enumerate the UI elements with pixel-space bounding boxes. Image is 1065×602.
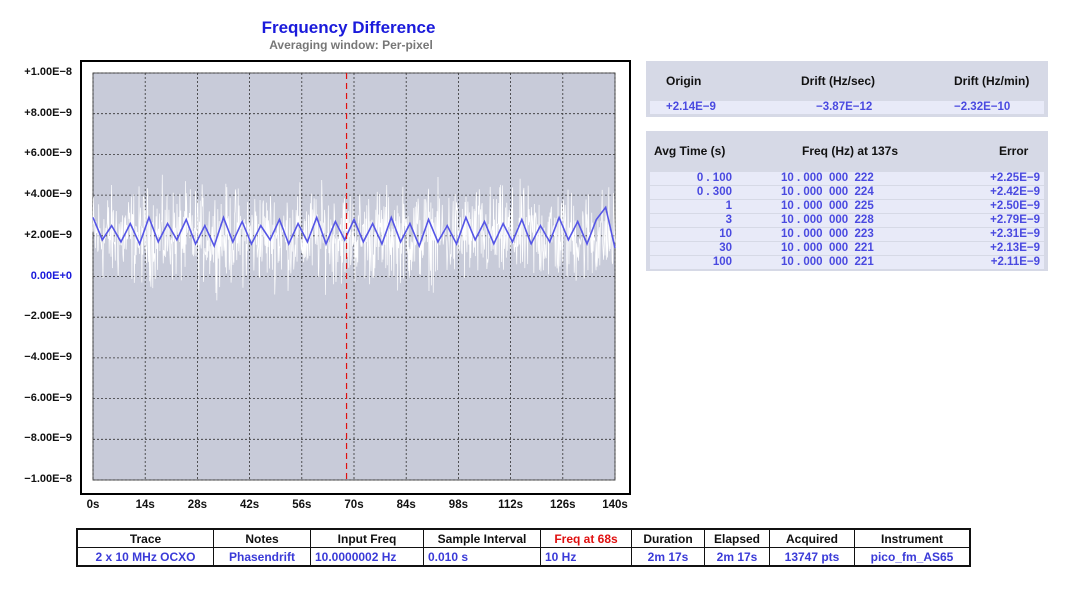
info-trace: 2 x 10 MHz OCXO bbox=[76, 547, 214, 567]
avg-row: 10 10 . 000 000 223 +2.31E−9 bbox=[650, 228, 1044, 241]
info-header-trace: Trace bbox=[76, 528, 214, 548]
y-tick-label: −2.00E−9 bbox=[24, 310, 72, 323]
avg-row-time: 0 . 300 bbox=[696, 186, 732, 198]
y-tick-label: −4.00E−9 bbox=[24, 350, 72, 363]
avg-row-freq: 10 . 000 000 221 bbox=[781, 256, 874, 268]
avg-freq-header: Freq (Hz) at 137s bbox=[802, 144, 899, 158]
info-freq-at: 10 Hz bbox=[540, 547, 632, 567]
chart-subtitle: Averaging window: Per-pixel bbox=[269, 38, 433, 52]
x-tick-label: 56s bbox=[292, 499, 312, 511]
info-header-row: Trace Notes Input Freq Sample Interval F… bbox=[76, 528, 971, 548]
chart-title: Frequency Difference bbox=[261, 18, 436, 37]
y-tick-label: 0.00E+0 bbox=[30, 269, 72, 282]
avg-row-error: +2.50E−9 bbox=[990, 200, 1040, 212]
series-averaged-line bbox=[92, 205, 616, 249]
avg-row: 1 10 . 000 000 225 +2.50E−9 bbox=[650, 200, 1044, 213]
y-tick-label: −6.00E−9 bbox=[24, 391, 72, 404]
info-header-instrument: Instrument bbox=[854, 528, 971, 548]
plot-area bbox=[80, 60, 631, 495]
drift-panel: Origin Drift (Hz/sec) Drift (Hz/min) +2.… bbox=[646, 61, 1048, 117]
drift-origin-header: Origin bbox=[666, 74, 702, 88]
avg-row-freq: 10 . 000 000 222 bbox=[781, 172, 874, 184]
x-tick-label: 140s bbox=[602, 499, 628, 511]
info-notes: Phasendrift bbox=[213, 547, 311, 567]
trace-info-table: Trace Notes Input Freq Sample Interval F… bbox=[76, 528, 971, 567]
info-elapsed: 2m 17s bbox=[704, 547, 770, 567]
series-raw-line bbox=[92, 174, 616, 301]
drift-hzsec-header: Drift (Hz/sec) bbox=[801, 74, 876, 88]
avg-row-time: 30 bbox=[719, 242, 732, 254]
info-header-input-freq: Input Freq bbox=[310, 528, 424, 548]
avg-row-freq: 10 . 000 000 224 bbox=[781, 186, 874, 198]
x-tick-label: 126s bbox=[550, 499, 576, 511]
avg-row-error: +2.13E−9 bbox=[990, 242, 1040, 254]
avg-row-freq: 10 . 000 000 223 bbox=[781, 228, 874, 240]
y-tick-label: −1.00E−8 bbox=[24, 473, 72, 485]
avg-row-freq: 10 . 000 000 228 bbox=[781, 214, 874, 226]
info-header-freq-at: Freq at 68s bbox=[540, 528, 632, 548]
x-tick-label: 98s bbox=[448, 499, 468, 511]
info-header-notes: Notes bbox=[213, 528, 311, 548]
drift-hzsec-value: −3.87E−12 bbox=[816, 101, 873, 113]
avg-row-time: 0 . 100 bbox=[696, 172, 732, 184]
info-duration: 2m 17s bbox=[631, 547, 705, 567]
avg-panel: Avg Time (s) Freq (Hz) at 137s Error 0 .… bbox=[646, 131, 1048, 271]
x-tick-label: 84s bbox=[396, 499, 416, 511]
x-tick-label: 112s bbox=[498, 499, 524, 511]
avg-row-error: +2.31E−9 bbox=[990, 228, 1040, 240]
avg-row-error: +2.11E−9 bbox=[990, 256, 1040, 268]
avg-time-header: Avg Time (s) bbox=[654, 144, 726, 158]
info-header-duration: Duration bbox=[631, 528, 705, 548]
drift-values-row: +2.14E−9 −3.87E−12 −2.32E−10 bbox=[650, 101, 1044, 114]
x-tick-label: 28s bbox=[187, 499, 207, 511]
avg-row-error: +2.25E−9 bbox=[990, 172, 1040, 184]
avg-row-error: +2.79E−9 bbox=[990, 214, 1040, 226]
drift-hzmin-value: −2.32E−10 bbox=[954, 101, 1011, 113]
y-tick-label: +6.00E−9 bbox=[24, 147, 72, 160]
info-sample-interval: 0.010 s bbox=[423, 547, 541, 567]
y-tick-label: +2.00E−9 bbox=[24, 228, 72, 241]
avg-row-error: +2.42E−9 bbox=[990, 186, 1040, 198]
info-header-sample-interval: Sample Interval bbox=[423, 528, 541, 548]
avg-row-time: 3 bbox=[725, 214, 732, 226]
avg-row-time: 1 bbox=[725, 200, 732, 212]
info-header-elapsed: Elapsed bbox=[704, 528, 770, 548]
avg-row: 0 . 100 10 . 000 000 222 +2.25E−9 bbox=[650, 172, 1044, 185]
drift-origin-value: +2.14E−9 bbox=[666, 101, 716, 113]
y-tick-label: +4.00E−9 bbox=[24, 188, 72, 201]
y-tick-label: +8.00E−9 bbox=[24, 106, 72, 119]
avg-row: 3 10 . 000 000 228 +2.79E−9 bbox=[650, 214, 1044, 227]
x-tick-label: 14s bbox=[135, 499, 155, 511]
x-tick-label: 0s bbox=[86, 499, 100, 511]
avg-error-header: Error bbox=[999, 144, 1029, 158]
avg-row: 100 10 . 000 000 221 +2.11E−9 bbox=[650, 256, 1044, 269]
info-input-freq: 10.0000002 Hz bbox=[310, 547, 424, 567]
avg-row-freq: 10 . 000 000 225 bbox=[781, 200, 874, 212]
avg-row: 30 10 . 000 000 221 +2.13E−9 bbox=[650, 242, 1044, 255]
info-instrument: pico_fm_AS65 bbox=[854, 547, 971, 567]
avg-row-time: 10 bbox=[719, 228, 732, 240]
y-tick-label: −8.00E−9 bbox=[24, 432, 72, 445]
avg-row: 0 . 300 10 . 000 000 224 +2.42E−9 bbox=[650, 186, 1044, 199]
avg-row-freq: 10 . 000 000 221 bbox=[781, 242, 874, 254]
info-value-row: 2 x 10 MHz OCXO Phasendrift 10.0000002 H… bbox=[76, 547, 971, 567]
avg-row-time: 100 bbox=[712, 256, 732, 268]
info-acquired: 13747 pts bbox=[769, 547, 855, 567]
y-tick-label: +1.00E−8 bbox=[24, 66, 72, 78]
info-header-acquired: Acquired bbox=[769, 528, 855, 548]
x-tick-label: 42s bbox=[240, 499, 260, 511]
drift-hzmin-header: Drift (Hz/min) bbox=[954, 74, 1030, 88]
x-tick-label: 70s bbox=[344, 499, 364, 511]
